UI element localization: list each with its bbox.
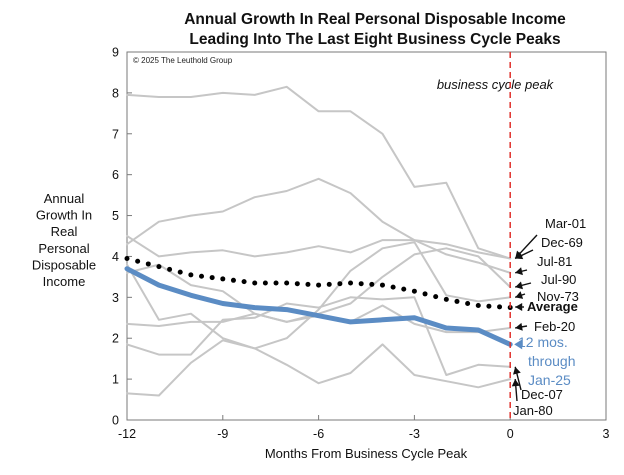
y-tick-label: 6 <box>112 168 119 182</box>
y-axis-label-line: Disposable <box>32 257 96 272</box>
x-tick-label: -3 <box>409 427 420 441</box>
y-tick-label: 5 <box>112 209 119 223</box>
y-axis-label-line: Annual <box>44 191 85 206</box>
annotation-arrowhead <box>514 339 523 350</box>
y-axis-label-line: Growth In <box>36 208 92 223</box>
y-tick-label: 8 <box>112 86 119 100</box>
average-point <box>486 303 492 309</box>
annotation-label-dec-69: Dec-69 <box>541 235 583 250</box>
annotation-label-mar-01: Mar-01 <box>545 216 586 231</box>
annotation-label-jul-90: Jul-90 <box>541 272 576 287</box>
series-lines <box>124 85 513 397</box>
y-tick-label: 9 <box>112 46 119 60</box>
average-point <box>348 280 354 286</box>
series-dec-69 <box>126 235 512 260</box>
x-tick-label: -9 <box>217 427 228 441</box>
x-tick-label: -6 <box>313 427 324 441</box>
y-tick-label: 1 <box>112 373 119 387</box>
average-point <box>124 255 130 261</box>
annotation-arrowhead <box>515 281 523 290</box>
average-point <box>316 282 322 288</box>
average-point <box>422 291 428 297</box>
series-jul-81 <box>126 177 512 274</box>
x-tick-label: 3 <box>603 427 610 441</box>
annotation-arrowhead <box>515 251 524 260</box>
annotation-arrowhead <box>511 379 520 387</box>
average-point <box>390 284 396 290</box>
series-dec-07 <box>126 296 512 376</box>
series-mar-01 <box>126 85 512 260</box>
average-point <box>497 304 503 310</box>
average-point <box>358 281 364 287</box>
average-point <box>167 266 173 272</box>
average-point <box>230 277 236 283</box>
average-point <box>199 273 205 279</box>
y-axis-label-line: Income <box>43 274 86 289</box>
annotation-label-jan-80: Jan-80 <box>513 403 553 418</box>
average-point <box>401 286 407 292</box>
annotation-label-average: Average <box>527 299 578 314</box>
y-tick-label: 2 <box>112 332 119 346</box>
y-tick-label: 4 <box>112 250 119 264</box>
x-tick-label: -12 <box>118 427 136 441</box>
annotation-label-12-mos-through-jan-25: Jan-25 <box>528 372 571 388</box>
average-point <box>326 281 332 287</box>
average-point <box>337 281 343 287</box>
average-point <box>209 275 215 281</box>
y-tick-label: 0 <box>112 414 119 428</box>
chart-title-line-2: Leading Into The Last Eight Business Cyc… <box>189 31 560 48</box>
annotation-arrowhead <box>515 291 524 299</box>
average-point <box>305 281 311 287</box>
annotation-label-dec-07: Dec-07 <box>521 387 563 402</box>
average-point <box>220 276 226 282</box>
average-point <box>433 294 439 300</box>
x-tick-label: 0 <box>507 427 514 441</box>
average-point <box>443 296 449 302</box>
series-nov-73 <box>126 241 512 350</box>
average-point <box>145 261 151 267</box>
average-point <box>252 280 258 286</box>
annotation-label-nov-73: Nov-73 <box>537 289 579 304</box>
y-tick-label: 3 <box>112 291 119 305</box>
average-point <box>294 281 300 287</box>
annotation-arrowhead <box>515 267 523 276</box>
average-point <box>465 300 471 306</box>
average-point <box>454 298 460 304</box>
y-axis-label-line: Real <box>51 224 78 239</box>
average-point <box>273 280 279 286</box>
average-point <box>188 272 194 278</box>
average-point <box>177 269 183 275</box>
average-point <box>379 282 385 288</box>
copyright-note: © 2025 The Leuthold Group <box>133 56 233 65</box>
annotation-label-12-mos-through-jan-25: through <box>528 353 575 369</box>
average-point <box>411 288 417 294</box>
y-axis-label-line: Personal <box>38 241 89 256</box>
series-average <box>124 255 513 311</box>
annotation-arrowhead <box>513 366 521 375</box>
y-tick-label: 7 <box>112 127 119 141</box>
annotation-arrowhead <box>515 322 523 331</box>
average-point <box>135 258 141 264</box>
x-axis-label: Months From Business Cycle Peak <box>265 446 468 461</box>
average-point <box>475 303 481 309</box>
annotation-label-12-mos-through-jan-25: 12 mos. <box>518 334 568 350</box>
average-point <box>262 280 268 286</box>
annotation-label-feb-20: Feb-20 <box>534 319 575 334</box>
axis-ticks: 0 1 2 3 4 5 6 7 8 9 -12 -9 -6 -3 0 3 <box>112 46 609 442</box>
average-point <box>284 280 290 286</box>
annotation-label-jul-81: Jul-81 <box>537 254 572 269</box>
average-point <box>156 264 162 270</box>
series-jan-80 <box>126 339 512 397</box>
average-point <box>369 281 375 287</box>
average-point <box>241 279 247 285</box>
series-12-mos-through-jan-25 <box>124 266 513 347</box>
peak-line-label: business cycle peak <box>437 77 555 92</box>
peak-marker: business cycle peak <box>437 52 555 420</box>
annotation-arrowhead <box>515 303 523 311</box>
chart-title-line-1: Annual Growth In Real Personal Disposabl… <box>184 11 566 28</box>
